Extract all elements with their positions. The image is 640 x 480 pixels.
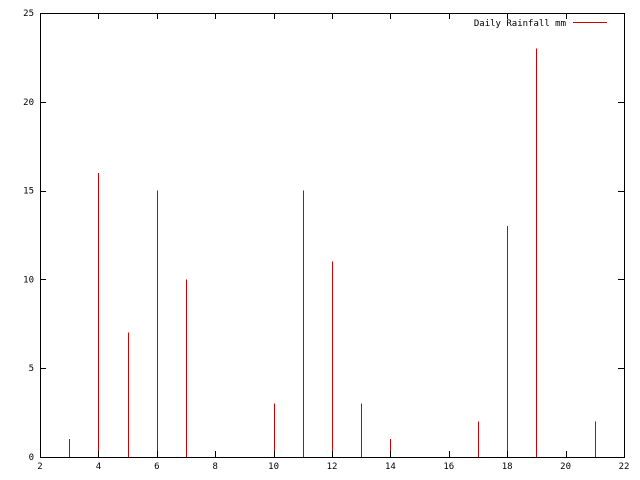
plot-frame [40, 13, 625, 458]
data-impulses [69, 48, 596, 457]
axis-tick-labels: 2 4 6 8 10 12 14 16 18 20 22 0 5 10 15 20 25 [23, 9, 629, 472]
x-tick-label: 4 [96, 462, 101, 472]
x-tick-label: 20 [560, 462, 571, 472]
x-tick-label: 14 [385, 462, 396, 472]
y-tick-label: 0 [29, 453, 34, 463]
y-tick-label: 15 [23, 187, 34, 197]
x-tick-label: 18 [502, 462, 513, 472]
x-tick-label: 10 [268, 462, 279, 472]
y-tick-label: 10 [23, 275, 34, 285]
legend: Daily Rainfall mm [474, 19, 607, 29]
y-tick-label: 20 [23, 98, 34, 108]
x-tick-label: 6 [154, 462, 159, 472]
x-tick-label: 8 [212, 462, 217, 472]
y-tick-label: 5 [29, 364, 34, 374]
x-tick-label: 2 [37, 462, 42, 472]
x-tick-label: 16 [443, 462, 454, 472]
legend-label: Daily Rainfall mm [474, 19, 566, 29]
x-tick-label: 12 [327, 462, 338, 472]
y-tick-label: 25 [23, 9, 34, 19]
x-tick-label: 22 [619, 462, 630, 472]
